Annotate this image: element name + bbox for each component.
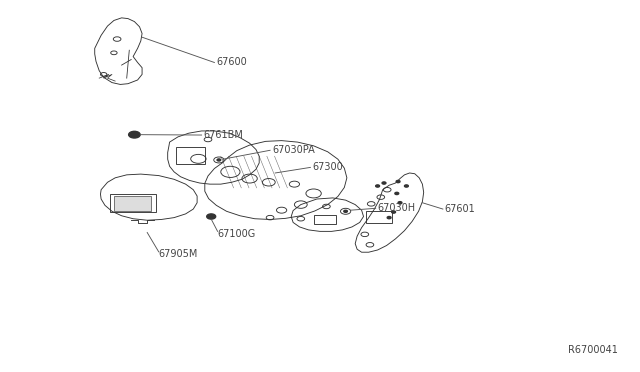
Text: 67601: 67601 bbox=[445, 204, 476, 214]
Text: 67100G: 67100G bbox=[218, 229, 256, 238]
Text: 67905M: 67905M bbox=[159, 249, 198, 259]
Text: 67600: 67600 bbox=[216, 58, 247, 67]
Text: R6700041: R6700041 bbox=[568, 345, 618, 355]
Circle shape bbox=[129, 131, 140, 138]
Circle shape bbox=[382, 182, 386, 184]
Circle shape bbox=[376, 185, 380, 187]
Circle shape bbox=[387, 217, 391, 219]
Circle shape bbox=[398, 202, 402, 204]
Text: 6761BM: 6761BM bbox=[204, 130, 243, 140]
FancyBboxPatch shape bbox=[114, 196, 151, 211]
Circle shape bbox=[207, 214, 216, 219]
Text: 67030H: 67030H bbox=[378, 203, 416, 213]
Circle shape bbox=[404, 185, 408, 187]
Text: 67300: 67300 bbox=[312, 163, 343, 172]
Circle shape bbox=[396, 180, 400, 183]
Text: 67030PA: 67030PA bbox=[272, 145, 315, 155]
Circle shape bbox=[392, 211, 396, 213]
Circle shape bbox=[344, 210, 348, 212]
Circle shape bbox=[395, 192, 399, 195]
Circle shape bbox=[217, 159, 221, 161]
